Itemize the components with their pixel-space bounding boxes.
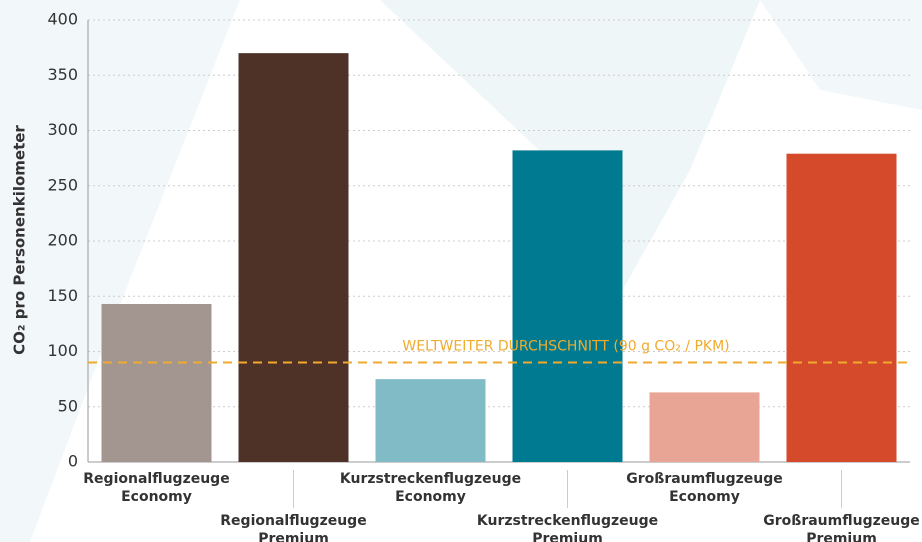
y-tick-label: 100 [47,341,78,360]
x-tick-label: Großraumflugzeuge [626,471,782,487]
y-axis-label: CO₂ pro Personenkilometer [11,125,29,355]
bar [786,153,897,462]
y-tick-label: 150 [47,286,78,305]
bar [238,53,349,463]
x-tick-label: Kurzstreckenflugzeuge [477,513,658,529]
y-tick-label: 0 [68,452,78,471]
x-tick-label: Premium [532,531,603,542]
x-tick-label: Premium [258,531,329,542]
x-tick-label: Economy [669,489,740,505]
x-tick-label: Kurzstreckenflugzeuge [340,471,521,487]
background-shape [760,0,922,110]
x-tick-label: Economy [121,489,192,505]
x-tick-label: Großraumflugzeuge [763,513,919,529]
reference-label: WELTWEITER DURCHSCHNITT (90 g CO₂ / PKM) [402,339,729,355]
y-tick-label: 200 [47,231,78,250]
x-tick-label: Economy [395,489,466,505]
bar [512,150,623,462]
x-tick-label: Premium [806,531,877,542]
bar [649,392,760,462]
y-tick-label: 300 [47,120,78,139]
y-tick-label: 400 [47,10,78,29]
y-tick-label: 250 [47,175,78,194]
bar [101,303,212,462]
y-tick-label: 50 [58,396,78,415]
bar [375,379,486,462]
background-shape [0,0,240,542]
x-tick-label: Regionalflugzeuge [220,513,366,529]
y-tick-label: 350 [47,65,78,84]
x-tick-label: Regionalflugzeuge [83,471,229,487]
